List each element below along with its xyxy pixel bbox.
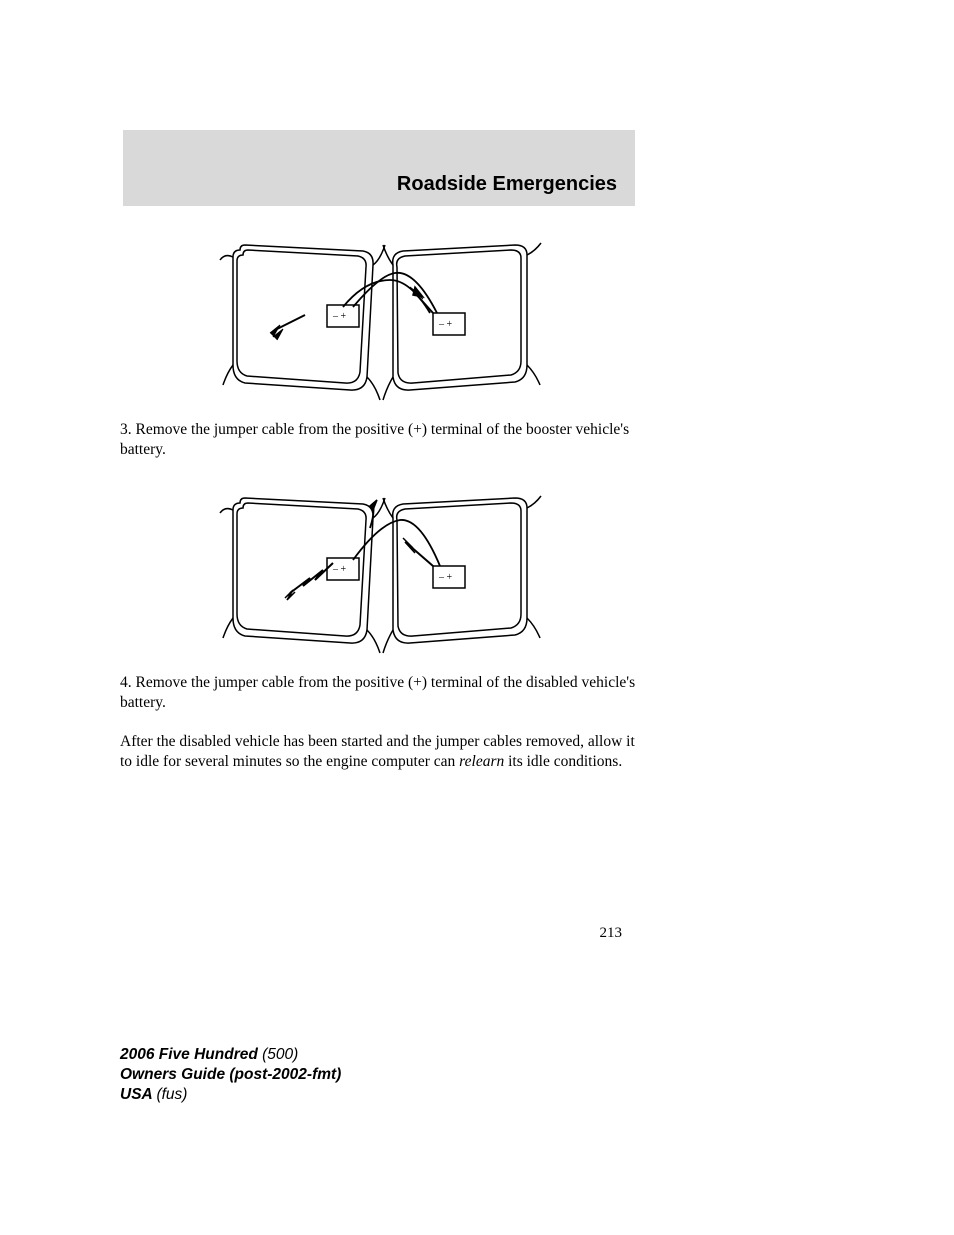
jumper-cable-diagram-1: – + – + xyxy=(215,225,545,405)
footer-region-code: (fus) xyxy=(156,1086,187,1103)
footer-guide: Owners Guide (post-2002-fmt) xyxy=(120,1066,341,1083)
content-area: – + – + xyxy=(120,225,640,790)
footer-model-code: (500) xyxy=(262,1046,298,1063)
footer-region: USA xyxy=(120,1086,156,1103)
footer-line-3: USA (fus) xyxy=(120,1085,341,1105)
page-container: Roadside Emergencies – + xyxy=(0,0,954,1235)
svg-text:– +: – + xyxy=(438,572,453,583)
page-number: 213 xyxy=(600,925,623,942)
after-text: After the disabled vehicle has been star… xyxy=(120,732,640,772)
footer: 2006 Five Hundred (500) Owners Guide (po… xyxy=(120,1045,341,1105)
svg-text:– +: – + xyxy=(332,311,347,322)
footer-model: 2006 Five Hundred xyxy=(120,1046,262,1063)
footer-line-1: 2006 Five Hundred (500) xyxy=(120,1045,341,1065)
svg-text:– +: – + xyxy=(438,319,453,330)
step-3-text: 3. Remove the jumper cable from the posi… xyxy=(120,420,640,460)
after-text-part2: its idle conditions. xyxy=(504,753,622,770)
svg-text:– +: – + xyxy=(332,564,347,575)
step-4-text: 4. Remove the jumper cable from the posi… xyxy=(120,673,640,713)
footer-line-2: Owners Guide (post-2002-fmt) xyxy=(120,1065,341,1085)
section-title: Roadside Emergencies xyxy=(397,173,617,196)
jumper-cable-diagram-2: – + – + xyxy=(215,478,545,658)
header-band: Roadside Emergencies xyxy=(123,130,635,206)
after-text-italic: relearn xyxy=(459,753,504,770)
